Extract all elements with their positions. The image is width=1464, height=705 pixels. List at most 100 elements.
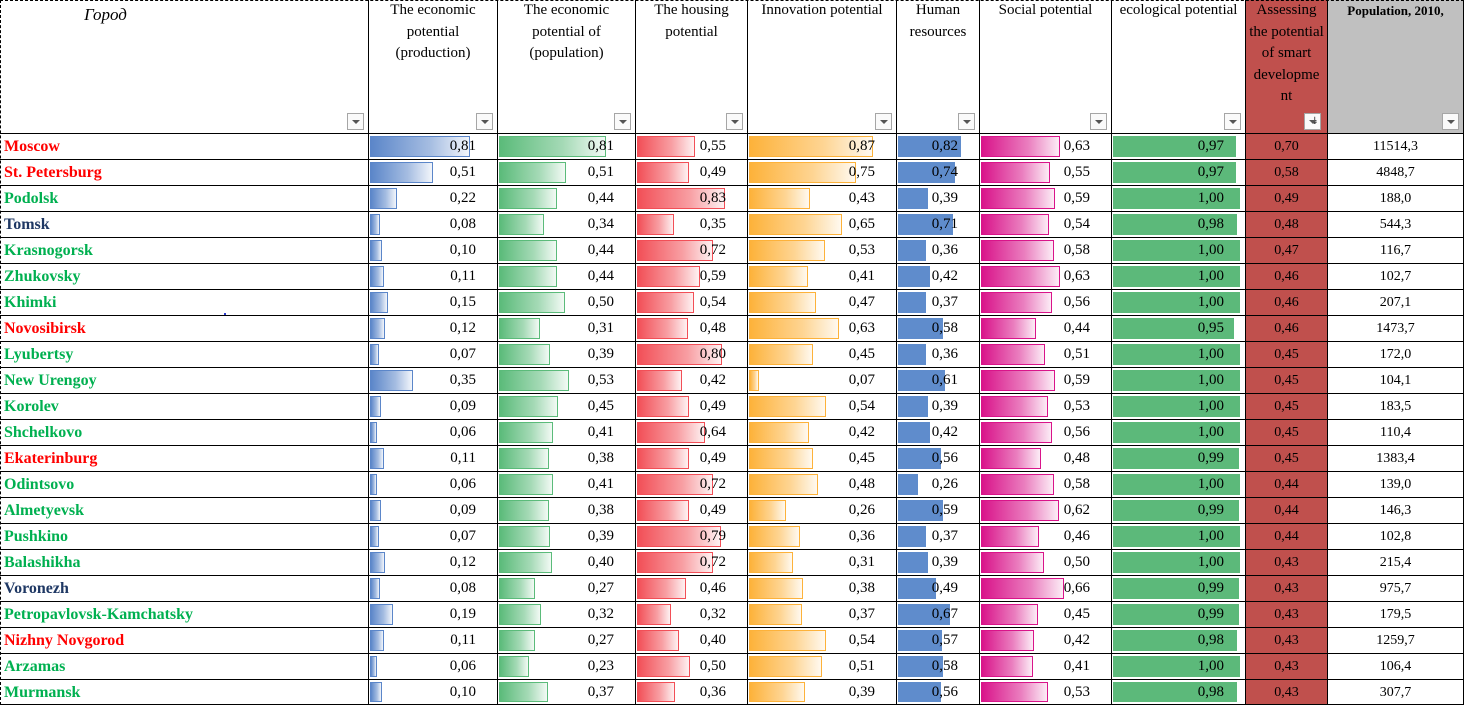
- cell-city[interactable]: Murmansk: [0, 680, 369, 705]
- filter-button-housing[interactable]: [726, 113, 743, 130]
- filter-button-population[interactable]: [1442, 113, 1459, 130]
- cell-city[interactable]: Lyubertsy: [0, 342, 369, 368]
- cell-smart[interactable]: 0,47: [1246, 238, 1328, 264]
- cell-econ_pop[interactable]: 0,39: [498, 342, 636, 368]
- cell-smart[interactable]: 0,45: [1246, 394, 1328, 420]
- cell-econ_pop[interactable]: 0,50: [498, 290, 636, 316]
- cell-smart[interactable]: 0,46: [1246, 316, 1328, 342]
- cell-ecological[interactable]: 1,00: [1112, 472, 1246, 498]
- cell-social[interactable]: 0,55: [980, 160, 1112, 186]
- cell-smart[interactable]: 0,45: [1246, 342, 1328, 368]
- cell-econ_prod[interactable]: 0,12: [369, 550, 498, 576]
- cell-city[interactable]: Khimki: [0, 290, 369, 316]
- cell-housing[interactable]: 0,59: [636, 264, 748, 290]
- cell-social[interactable]: 0,53: [980, 680, 1112, 705]
- cell-housing[interactable]: 0,35: [636, 212, 748, 238]
- cell-innovation[interactable]: 0,07: [748, 368, 897, 394]
- cell-city[interactable]: Pushkino: [0, 524, 369, 550]
- cell-city[interactable]: Shchelkovo: [0, 420, 369, 446]
- cell-econ_prod[interactable]: 0,07: [369, 342, 498, 368]
- cell-population[interactable]: 1383,4: [1328, 446, 1464, 472]
- cell-social[interactable]: 0,59: [980, 186, 1112, 212]
- cell-econ_pop[interactable]: 0,81: [498, 134, 636, 160]
- filter-button-smart[interactable]: [1304, 111, 1321, 133]
- cell-smart[interactable]: 0,44: [1246, 498, 1328, 524]
- cell-population[interactable]: 104,1: [1328, 368, 1464, 394]
- cell-innovation[interactable]: 0,42: [748, 420, 897, 446]
- filter-button-econ_prod[interactable]: [476, 113, 493, 130]
- cell-human[interactable]: 0,71: [897, 212, 980, 238]
- cell-econ_pop[interactable]: 0,23: [498, 654, 636, 680]
- cell-housing[interactable]: 0,55: [636, 134, 748, 160]
- cell-econ_prod[interactable]: 0,06: [369, 420, 498, 446]
- cell-innovation[interactable]: 0,48: [748, 472, 897, 498]
- cell-social[interactable]: 0,48: [980, 446, 1112, 472]
- cell-smart[interactable]: 0,43: [1246, 550, 1328, 576]
- cell-social[interactable]: 0,45: [980, 602, 1112, 628]
- cell-social[interactable]: 0,41: [980, 654, 1112, 680]
- cell-city[interactable]: Petropavlovsk-Kamchatsky: [0, 602, 369, 628]
- cell-human[interactable]: 0,58: [897, 316, 980, 342]
- cell-city[interactable]: Zhukovsky: [0, 264, 369, 290]
- cell-population[interactable]: 188,0: [1328, 186, 1464, 212]
- cell-housing[interactable]: 0,48: [636, 316, 748, 342]
- cell-smart[interactable]: 0,58: [1246, 160, 1328, 186]
- cell-econ_prod[interactable]: 0,09: [369, 394, 498, 420]
- cell-smart[interactable]: 0,45: [1246, 446, 1328, 472]
- cell-population[interactable]: 102,8: [1328, 524, 1464, 550]
- cell-ecological[interactable]: 0,95: [1112, 316, 1246, 342]
- cell-innovation[interactable]: 0,41: [748, 264, 897, 290]
- cell-population[interactable]: 207,1: [1328, 290, 1464, 316]
- cell-econ_pop[interactable]: 0,38: [498, 446, 636, 472]
- cell-housing[interactable]: 0,72: [636, 238, 748, 264]
- cell-housing[interactable]: 0,83: [636, 186, 748, 212]
- cell-innovation[interactable]: 0,31: [748, 550, 897, 576]
- cell-housing[interactable]: 0,49: [636, 160, 748, 186]
- cell-population[interactable]: 116,7: [1328, 238, 1464, 264]
- cell-econ_pop[interactable]: 0,45: [498, 394, 636, 420]
- cell-econ_prod[interactable]: 0,22: [369, 186, 498, 212]
- cell-city[interactable]: Odintsovo: [0, 472, 369, 498]
- cell-econ_prod[interactable]: 0,10: [369, 680, 498, 705]
- cell-smart[interactable]: 0,43: [1246, 602, 1328, 628]
- cell-population[interactable]: 215,4: [1328, 550, 1464, 576]
- cell-smart[interactable]: 0,44: [1246, 524, 1328, 550]
- cell-smart[interactable]: 0,49: [1246, 186, 1328, 212]
- cell-econ_prod[interactable]: 0,11: [369, 628, 498, 654]
- cell-ecological[interactable]: 1,00: [1112, 550, 1246, 576]
- cell-human[interactable]: 0,59: [897, 498, 980, 524]
- cell-smart[interactable]: 0,43: [1246, 576, 1328, 602]
- filter-button-ecological[interactable]: [1224, 113, 1241, 130]
- cell-innovation[interactable]: 0,39: [748, 680, 897, 705]
- cell-city[interactable]: Moscow: [0, 134, 369, 160]
- cell-city[interactable]: Nizhny Novgorod: [0, 628, 369, 654]
- cell-innovation[interactable]: 0,75: [748, 160, 897, 186]
- cell-econ_prod[interactable]: 0,19: [369, 602, 498, 628]
- cell-human[interactable]: 0,56: [897, 680, 980, 705]
- cell-social[interactable]: 0,54: [980, 212, 1112, 238]
- cell-innovation[interactable]: 0,47: [748, 290, 897, 316]
- cell-econ_prod[interactable]: 0,08: [369, 212, 498, 238]
- cell-ecological[interactable]: 1,00: [1112, 290, 1246, 316]
- cell-social[interactable]: 0,46: [980, 524, 1112, 550]
- cell-housing[interactable]: 0,72: [636, 550, 748, 576]
- cell-population[interactable]: 110,4: [1328, 420, 1464, 446]
- cell-econ_pop[interactable]: 0,41: [498, 420, 636, 446]
- cell-econ_prod[interactable]: 0,81: [369, 134, 498, 160]
- cell-innovation[interactable]: 0,53: [748, 238, 897, 264]
- cell-housing[interactable]: 0,49: [636, 498, 748, 524]
- cell-innovation[interactable]: 0,45: [748, 446, 897, 472]
- cell-econ_prod[interactable]: 0,10: [369, 238, 498, 264]
- cell-econ_pop[interactable]: 0,34: [498, 212, 636, 238]
- cell-human[interactable]: 0,82: [897, 134, 980, 160]
- cell-city[interactable]: Tomsk: [0, 212, 369, 238]
- cell-housing[interactable]: 0,42: [636, 368, 748, 394]
- cell-ecological[interactable]: 1,00: [1112, 420, 1246, 446]
- cell-social[interactable]: 0,66: [980, 576, 1112, 602]
- cell-econ_pop[interactable]: 0,51: [498, 160, 636, 186]
- cell-human[interactable]: 0,26: [897, 472, 980, 498]
- cell-population[interactable]: 179,5: [1328, 602, 1464, 628]
- cell-econ_pop[interactable]: 0,27: [498, 628, 636, 654]
- cell-econ_prod[interactable]: 0,11: [369, 264, 498, 290]
- cell-econ_prod[interactable]: 0,09: [369, 498, 498, 524]
